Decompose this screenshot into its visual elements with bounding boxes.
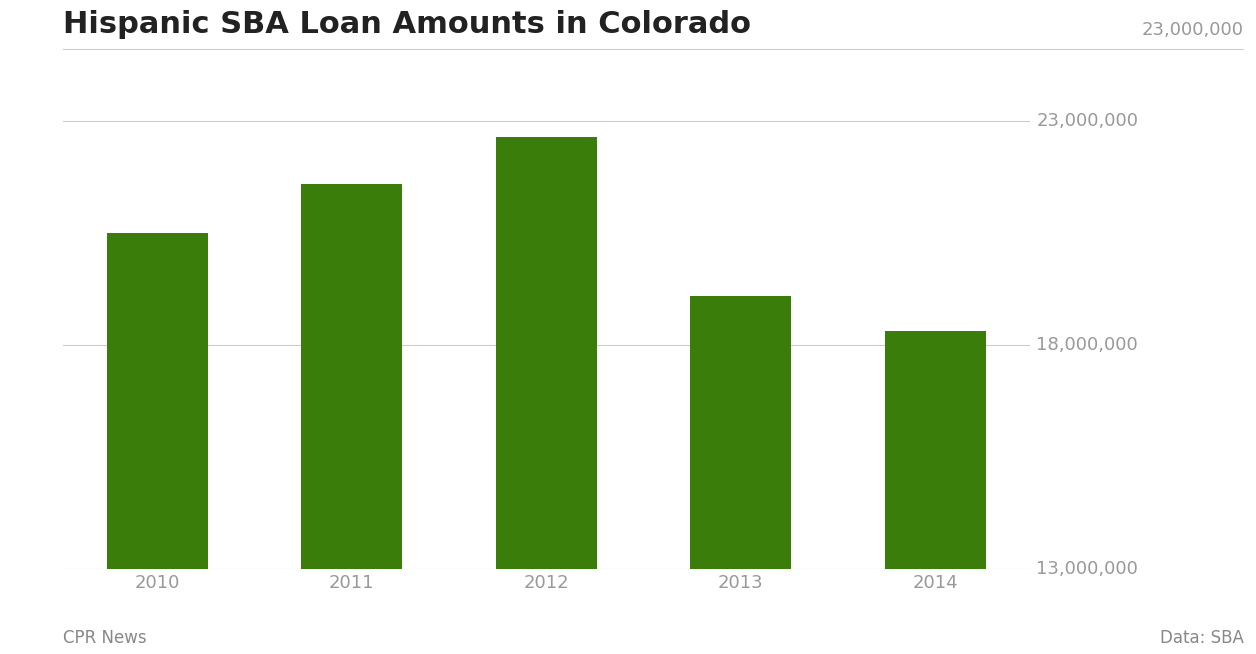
Bar	[301, 184, 402, 654]
Text: 23,000,000: 23,000,000	[1036, 112, 1138, 130]
Text: Hispanic SBA Loan Amounts in Colorado: Hispanic SBA Loan Amounts in Colorado	[63, 10, 751, 39]
Text: CPR News: CPR News	[63, 629, 147, 647]
Bar	[691, 296, 791, 654]
Text: Data: SBA: Data: SBA	[1159, 629, 1243, 647]
Text: 13,000,000: 13,000,000	[1036, 560, 1138, 578]
Bar	[496, 137, 597, 654]
Bar	[884, 332, 986, 654]
Text: 18,000,000: 18,000,000	[1036, 336, 1138, 354]
Text: 23,000,000: 23,000,000	[1142, 21, 1243, 39]
Bar	[107, 233, 208, 654]
